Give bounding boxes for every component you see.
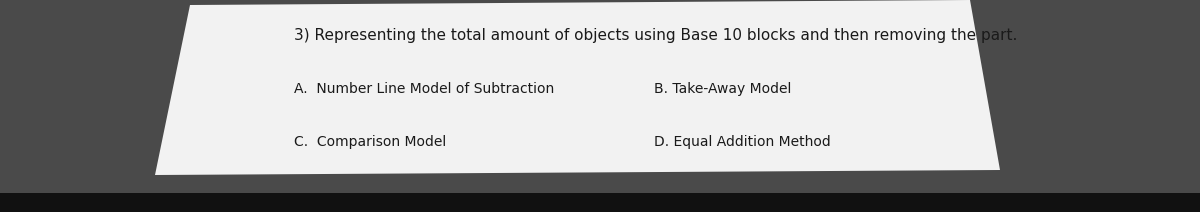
Text: B. Take-Away Model: B. Take-Away Model [654, 82, 791, 96]
Text: D. Equal Addition Method: D. Equal Addition Method [654, 135, 830, 149]
Polygon shape [155, 0, 1000, 175]
Text: 3) Representing the total amount of objects using Base 10 blocks and then removi: 3) Representing the total amount of obje… [294, 28, 1018, 43]
Text: C.  Comparison Model: C. Comparison Model [294, 135, 446, 149]
Text: A.  Number Line Model of Subtraction: A. Number Line Model of Subtraction [294, 82, 554, 96]
Bar [0, 193, 1200, 212]
